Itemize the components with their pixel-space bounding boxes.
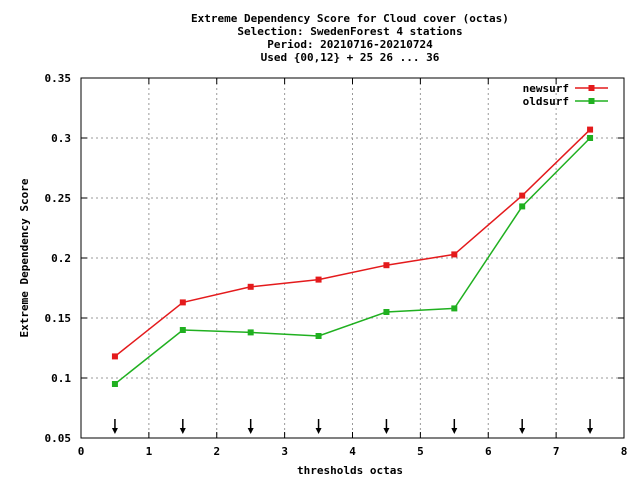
x-tick-label: 6 (485, 445, 492, 458)
data-point-oldsurf (247, 329, 254, 336)
threshold-arrow-icon (587, 419, 594, 434)
threshold-arrow-icon (519, 419, 526, 434)
title-line-1: Extreme Dependency Score for Cloud cover… (191, 12, 509, 25)
x-tick-label: 0 (78, 445, 85, 458)
y-tick-label: 0.25 (45, 192, 72, 205)
threshold-arrows (111, 419, 594, 434)
legend-marker-oldsurf (588, 98, 595, 104)
data-point-newsurf (451, 251, 458, 258)
data-point-oldsurf (315, 333, 322, 339)
title-line-2: Selection: SwedenForest 4 stations (237, 25, 462, 38)
data-point-newsurf (247, 283, 254, 290)
legend-marker-newsurf (588, 85, 595, 91)
data-point-newsurf (315, 276, 322, 283)
data-point-newsurf (587, 126, 594, 133)
series-line-newsurf (114, 129, 591, 357)
series-line-oldsurf (114, 137, 591, 385)
threshold-arrow-icon (315, 419, 322, 434)
threshold-arrow-icon (179, 419, 186, 434)
data-point-newsurf (179, 299, 186, 306)
axis-ticks: 0 1 2 3 4 5 6 7 8 0.05 0.1 0.15 0.2 0.25 0.3 0.35 (45, 72, 628, 458)
threshold-arrow-icon (451, 419, 458, 434)
grid (81, 78, 624, 438)
x-tick-label: 2 (213, 445, 220, 458)
data-point-oldsurf (383, 309, 390, 315)
y-tick-label: 0.35 (45, 72, 72, 85)
data-point-newsurf (383, 262, 390, 269)
y-tick-label: 0.05 (45, 432, 72, 445)
threshold-arrow-icon (383, 419, 390, 434)
data-point-oldsurf (179, 327, 186, 333)
x-axis-label: thresholds octas (297, 464, 403, 477)
x-tick-label: 7 (553, 445, 560, 458)
y-tick-label: 0.3 (51, 132, 71, 145)
y-tick-label: 0.2 (51, 252, 71, 265)
series-group (111, 126, 594, 387)
y-tick-label: 0.1 (51, 372, 71, 385)
legend-label-newsurf: newsurf (523, 82, 569, 95)
data-point-newsurf (519, 192, 526, 199)
title-line-4: Used {00,12} + 25 26 ... 36 (261, 51, 440, 64)
y-tick-label: 0.15 (45, 312, 72, 325)
x-tick-label: 4 (349, 445, 356, 458)
x-tick-label: 8 (621, 445, 628, 458)
data-point-oldsurf (587, 135, 594, 141)
x-tick-label: 1 (146, 445, 153, 458)
y-axis-label: Extreme Dependency Score (18, 178, 31, 337)
data-point-oldsurf (519, 203, 526, 210)
x-tick-label: 3 (281, 445, 288, 458)
title-line-3: Period: 20210716-20210724 (267, 38, 433, 51)
x-tick-label: 5 (417, 445, 424, 458)
chart-title: Extreme Dependency Score for Cloud cover… (191, 12, 509, 64)
data-point-oldsurf (111, 381, 118, 387)
data-point-oldsurf (451, 305, 458, 312)
threshold-arrow-icon (247, 419, 254, 434)
threshold-arrow-icon (111, 419, 118, 434)
data-point-newsurf (111, 353, 118, 360)
legend-label-oldsurf: oldsurf (523, 95, 569, 108)
